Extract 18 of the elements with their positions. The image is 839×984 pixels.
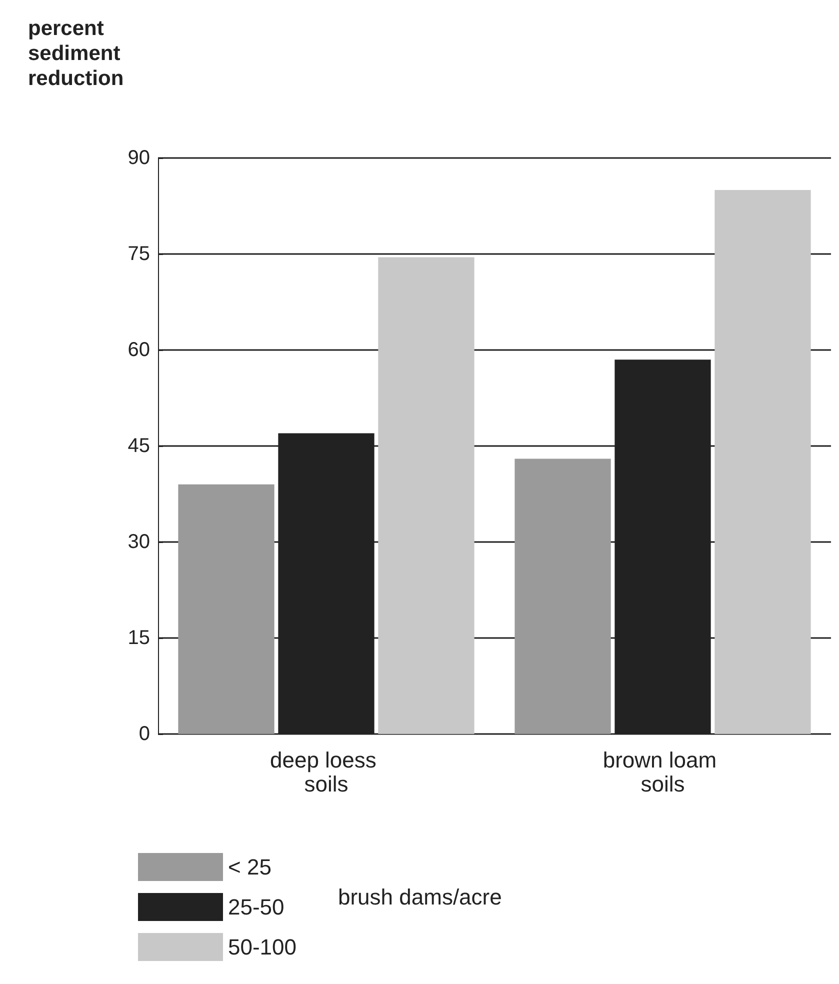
x-tick-label: brown loam soils <box>602 748 723 796</box>
y-tick-label: 15 <box>128 627 150 649</box>
y-tick-label: 45 <box>128 435 150 457</box>
y-tick-label: 30 <box>128 531 150 553</box>
y-tick-label: 0 <box>138 723 150 745</box>
y-tick-label: 60 <box>128 339 150 361</box>
legend-label: 25-50 <box>228 894 284 920</box>
legend-label: 50-100 <box>228 934 297 960</box>
legend-label: < 25 <box>228 854 272 880</box>
bar <box>178 484 274 734</box>
bar <box>514 458 611 734</box>
y-tick-label: 75 <box>128 243 150 265</box>
y-tick-label: 90 <box>128 147 150 169</box>
bar <box>714 190 811 734</box>
x-tick-label: deep loess soils <box>270 748 383 796</box>
y-axis-title: percent sediment reduction <box>28 17 126 90</box>
bar <box>378 257 474 734</box>
legend-title: brush dams/acre <box>338 884 502 910</box>
